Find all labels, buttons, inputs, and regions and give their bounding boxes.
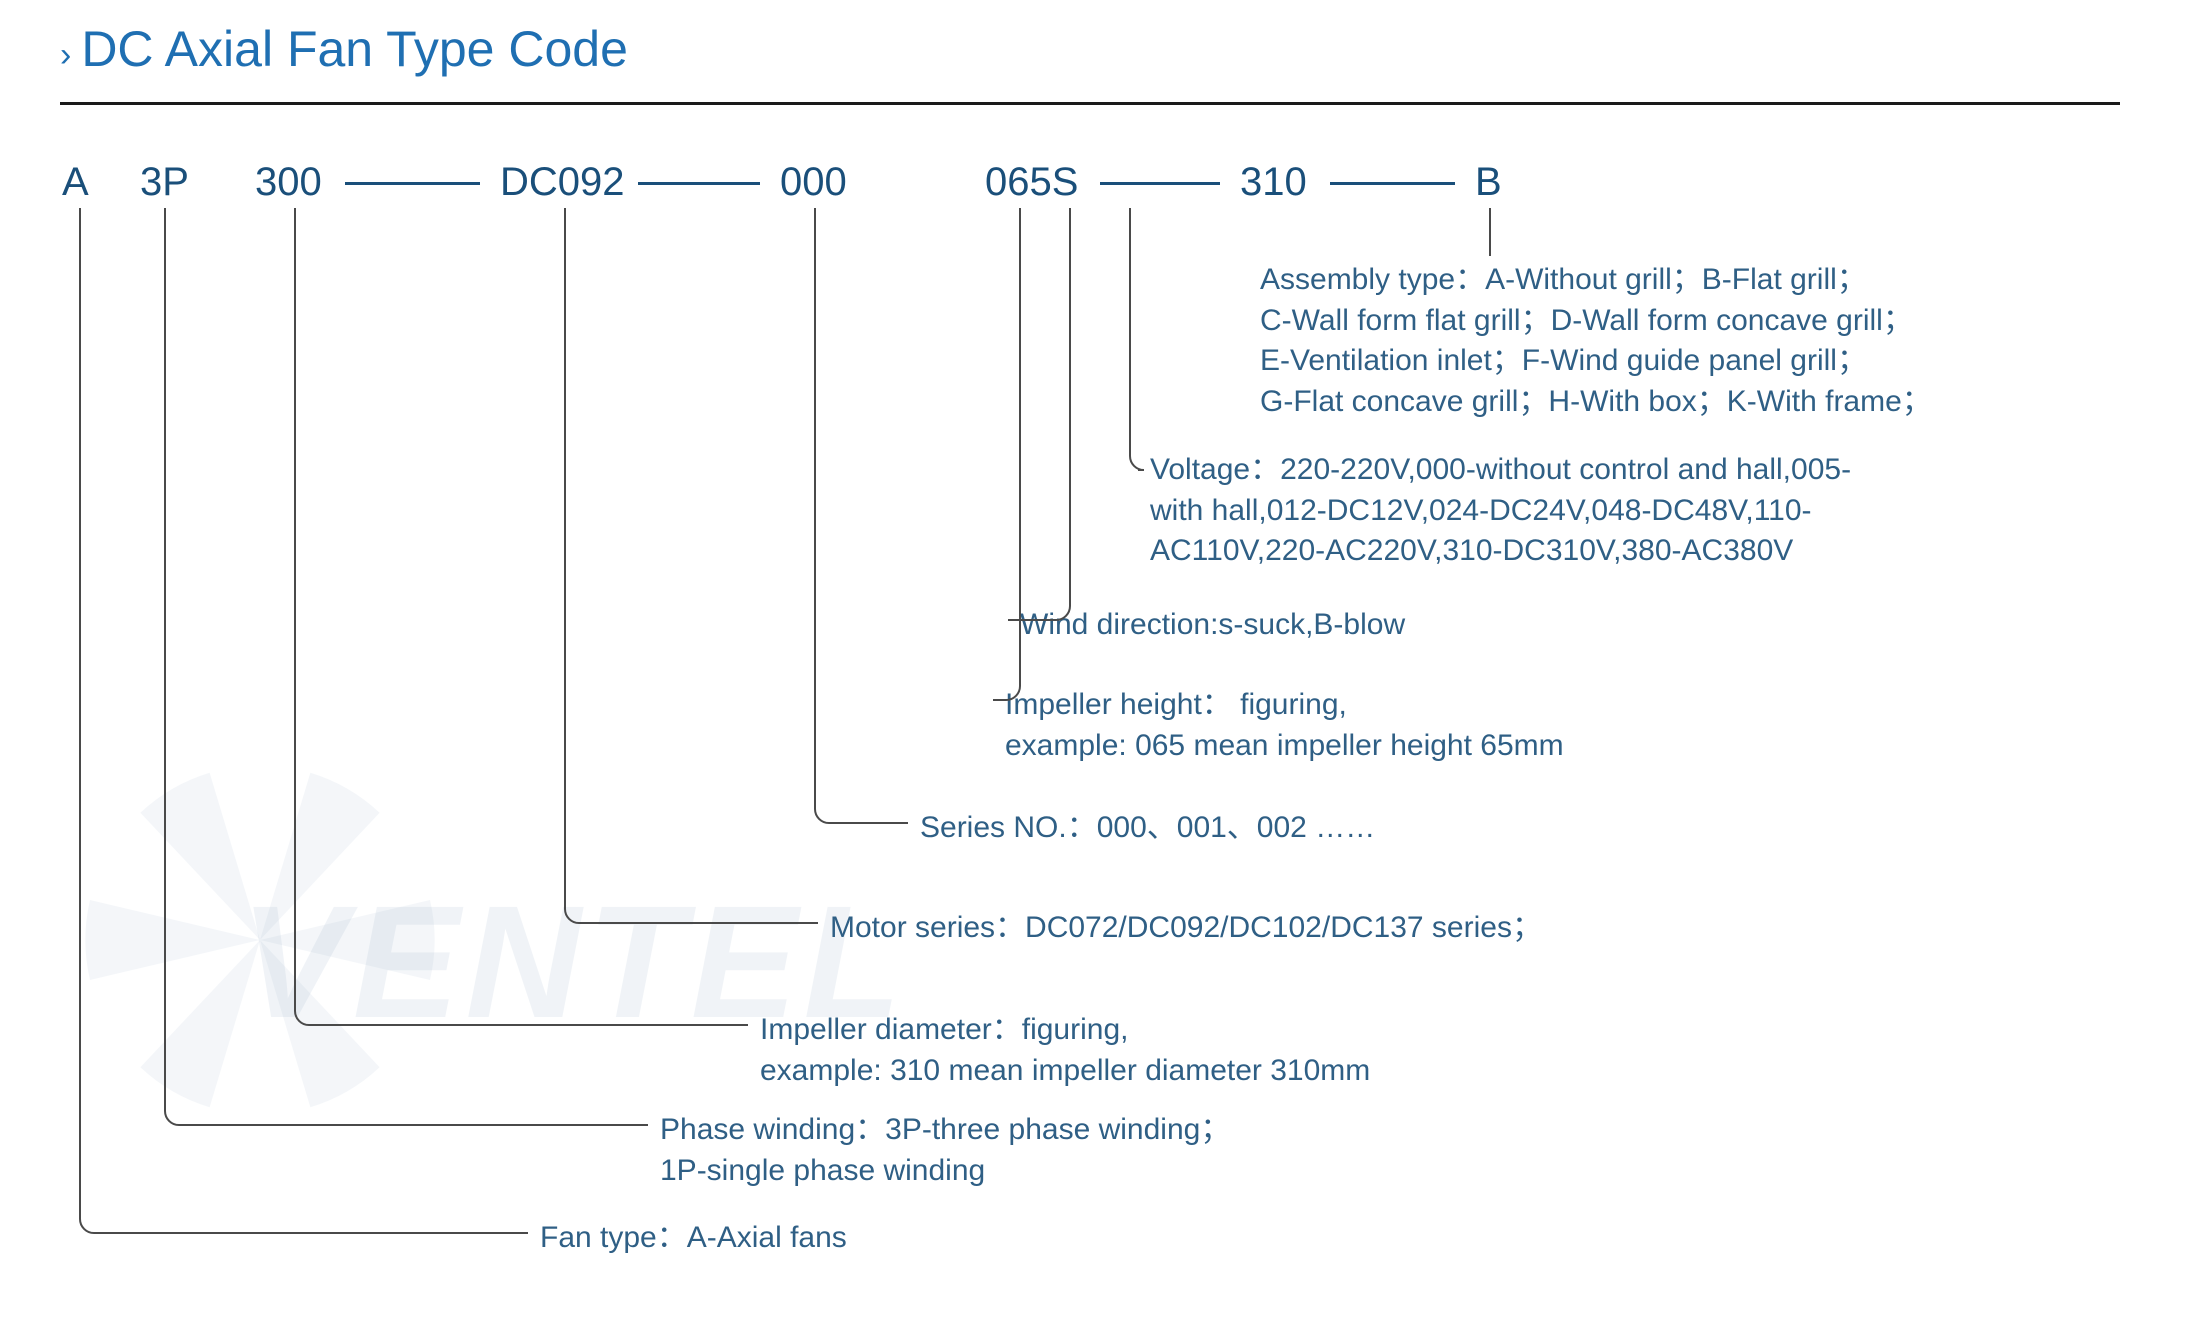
desc-line: C-Wall form flat grill；D-Wall form conca… xyxy=(1260,301,1932,342)
desc-line: Fan type：A-Axial fans xyxy=(540,1218,847,1259)
code-segment-000: 000 xyxy=(780,160,847,205)
code-segment-B: B xyxy=(1475,160,1502,205)
desc-phase: Phase winding：3P-three phase winding；1P-… xyxy=(660,1110,1230,1191)
desc-voltage: Voltage：220-220V,000-without control and… xyxy=(1150,450,1851,572)
title-underline xyxy=(60,102,2120,105)
code-segment-310: 310 xyxy=(1240,160,1307,205)
desc-line: AC110V,220-AC220V,310-DC310V,380-AC380V xyxy=(1150,531,1851,572)
desc-line: Assembly type：A-Without grill；B-Flat gri… xyxy=(1260,260,1932,301)
desc-assembly: Assembly type：A-Without grill；B-Flat gri… xyxy=(1260,260,1932,422)
desc-line: 1P-single phase winding xyxy=(660,1151,1230,1192)
desc-line: Impeller height： figuring, xyxy=(1005,685,1564,726)
desc-line: with hall,012-DC12V,024-DC24V,048-DC48V,… xyxy=(1150,491,1851,532)
chevron-right-icon: › xyxy=(60,38,71,72)
code-dash xyxy=(1330,182,1455,185)
code-segment-DC092: DC092 xyxy=(500,160,625,205)
desc-line: Series NO.：000、001、002 …… xyxy=(920,808,1375,849)
desc-fan_type: Fan type：A-Axial fans xyxy=(540,1218,847,1259)
desc-line: E-Ventilation inlet；F-Wind guide panel g… xyxy=(1260,341,1932,382)
desc-line: G-Flat concave grill；H-With box；K-With f… xyxy=(1260,382,1932,423)
desc-line: Wind direction:s-suck,B-blow xyxy=(1020,605,1405,646)
page-title-row: › DC Axial Fan Type Code xyxy=(60,20,628,78)
desc-line: Phase winding：3P-three phase winding； xyxy=(660,1110,1230,1151)
page-title: DC Axial Fan Type Code xyxy=(81,20,628,78)
desc-impeller_h: Impeller height： figuring,example: 065 m… xyxy=(1005,685,1564,766)
desc-series: Series NO.：000、001、002 …… xyxy=(920,808,1375,849)
desc-line: example: 065 mean impeller height 65mm xyxy=(1005,726,1564,767)
desc-line: Motor series：DC072/DC092/DC102/DC137 ser… xyxy=(830,908,1542,949)
code-dash xyxy=(345,182,480,185)
desc-impeller_d: Impeller diameter：figuring,example: 310 … xyxy=(760,1010,1370,1091)
code-segment-065S: 065S xyxy=(985,160,1078,205)
desc-wind: Wind direction:s-suck,B-blow xyxy=(1020,605,1405,646)
desc-line: example: 310 mean impeller diameter 310m… xyxy=(760,1051,1370,1092)
code-dash xyxy=(638,182,760,185)
code-dash xyxy=(1100,182,1220,185)
code-segment-300: 300 xyxy=(255,160,322,205)
desc-line: Voltage：220-220V,000-without control and… xyxy=(1150,450,1851,491)
desc-line: Impeller diameter：figuring, xyxy=(760,1010,1370,1051)
code-segment-3P: 3P xyxy=(140,160,189,205)
code-segment-A: A xyxy=(62,160,89,205)
desc-motor: Motor series：DC072/DC092/DC102/DC137 ser… xyxy=(830,908,1542,949)
